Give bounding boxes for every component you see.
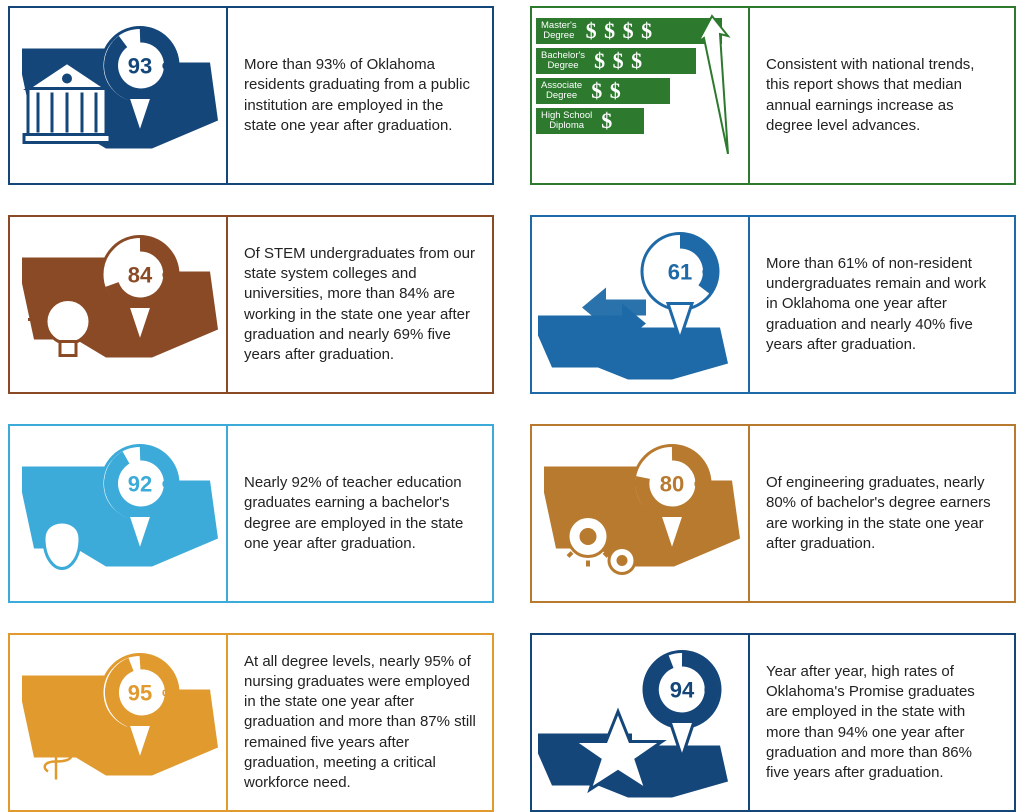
- visual-nonresident: 61 %: [532, 217, 750, 392]
- visual-engineering: 80 %: [532, 426, 750, 601]
- visual-promise: 94 %: [532, 635, 750, 810]
- card-text: Year after year, high rates of Oklahoma'…: [750, 635, 1014, 810]
- percent-label: 92: [128, 472, 152, 497]
- card-text: Nearly 92% of teacher education graduate…: [228, 426, 492, 601]
- infographic-grid: 93 % More than 93% of Oklahoma residents…: [8, 6, 1016, 795]
- card-promise: 94 % Year after year, high rates of Okla…: [530, 633, 1016, 812]
- percent-label: 84: [128, 263, 153, 288]
- card-residents: 93 % More than 93% of Oklahoma residents…: [8, 6, 494, 185]
- donut-pin-icon: 61 %: [642, 234, 718, 340]
- card-text: More than 61% of non-resident undergradu…: [750, 217, 1014, 392]
- card-text: Of STEM undergraduates from our state sy…: [228, 217, 492, 392]
- percent-label: 80: [660, 472, 684, 497]
- percent-label: 61: [668, 260, 692, 285]
- visual-teacher: 92 %: [10, 426, 228, 601]
- earn-row-masters: Master's Degree$ $ $ $: [536, 18, 722, 44]
- card-teacher: 92 % Nearly 92% of teacher education gra…: [8, 424, 494, 603]
- visual-residents: 93 %: [10, 8, 228, 183]
- card-text: More than 93% of Oklahoma residents grad…: [228, 8, 492, 183]
- percent-label: 93: [128, 54, 152, 79]
- dollar-icon: $ $ $: [590, 48, 643, 74]
- card-nursing: 95 % At all degree levels, nearly 95% of…: [8, 633, 494, 812]
- svg-text:%: %: [694, 479, 708, 496]
- card-text: Of engineering graduates, nearly 80% of …: [750, 426, 1014, 601]
- visual-earnings: Master's Degree$ $ $ $ Bachelor's Degree…: [532, 8, 750, 183]
- svg-text:%: %: [162, 270, 176, 287]
- earn-row-associate: Associate Degree$ $: [536, 78, 670, 104]
- svg-text:%: %: [162, 61, 176, 78]
- card-text: At all degree levels, nearly 95% of nurs…: [228, 635, 492, 810]
- card-text: Consistent with national trends, this re…: [750, 8, 1014, 183]
- svg-text:%: %: [704, 685, 718, 702]
- percent-label: 95: [128, 681, 152, 706]
- earn-row-hsdiploma: High School Diploma$: [536, 108, 644, 134]
- card-nonresident: 61 % More than 61% of non-resident under…: [530, 215, 1016, 394]
- visual-nursing: 95 %: [10, 635, 228, 810]
- card-earnings: Master's Degree$ $ $ $ Bachelor's Degree…: [530, 6, 1016, 185]
- card-stem: 84 % Of STEM undergraduates from our sta…: [8, 215, 494, 394]
- svg-text:%: %: [702, 267, 716, 284]
- dollar-icon: $ $ $ $: [582, 18, 654, 44]
- dollar-icon: $ $: [587, 78, 622, 104]
- percent-label: 94: [670, 678, 695, 703]
- dollar-icon: $: [597, 108, 613, 134]
- svg-text:%: %: [162, 688, 176, 705]
- visual-stem: 84 %: [10, 217, 228, 392]
- svg-text:%: %: [162, 479, 176, 496]
- earn-row-bachelors: Bachelor's Degree$ $ $: [536, 48, 696, 74]
- card-engineering: 80 % Of engineering graduates, nearly 80…: [530, 424, 1016, 603]
